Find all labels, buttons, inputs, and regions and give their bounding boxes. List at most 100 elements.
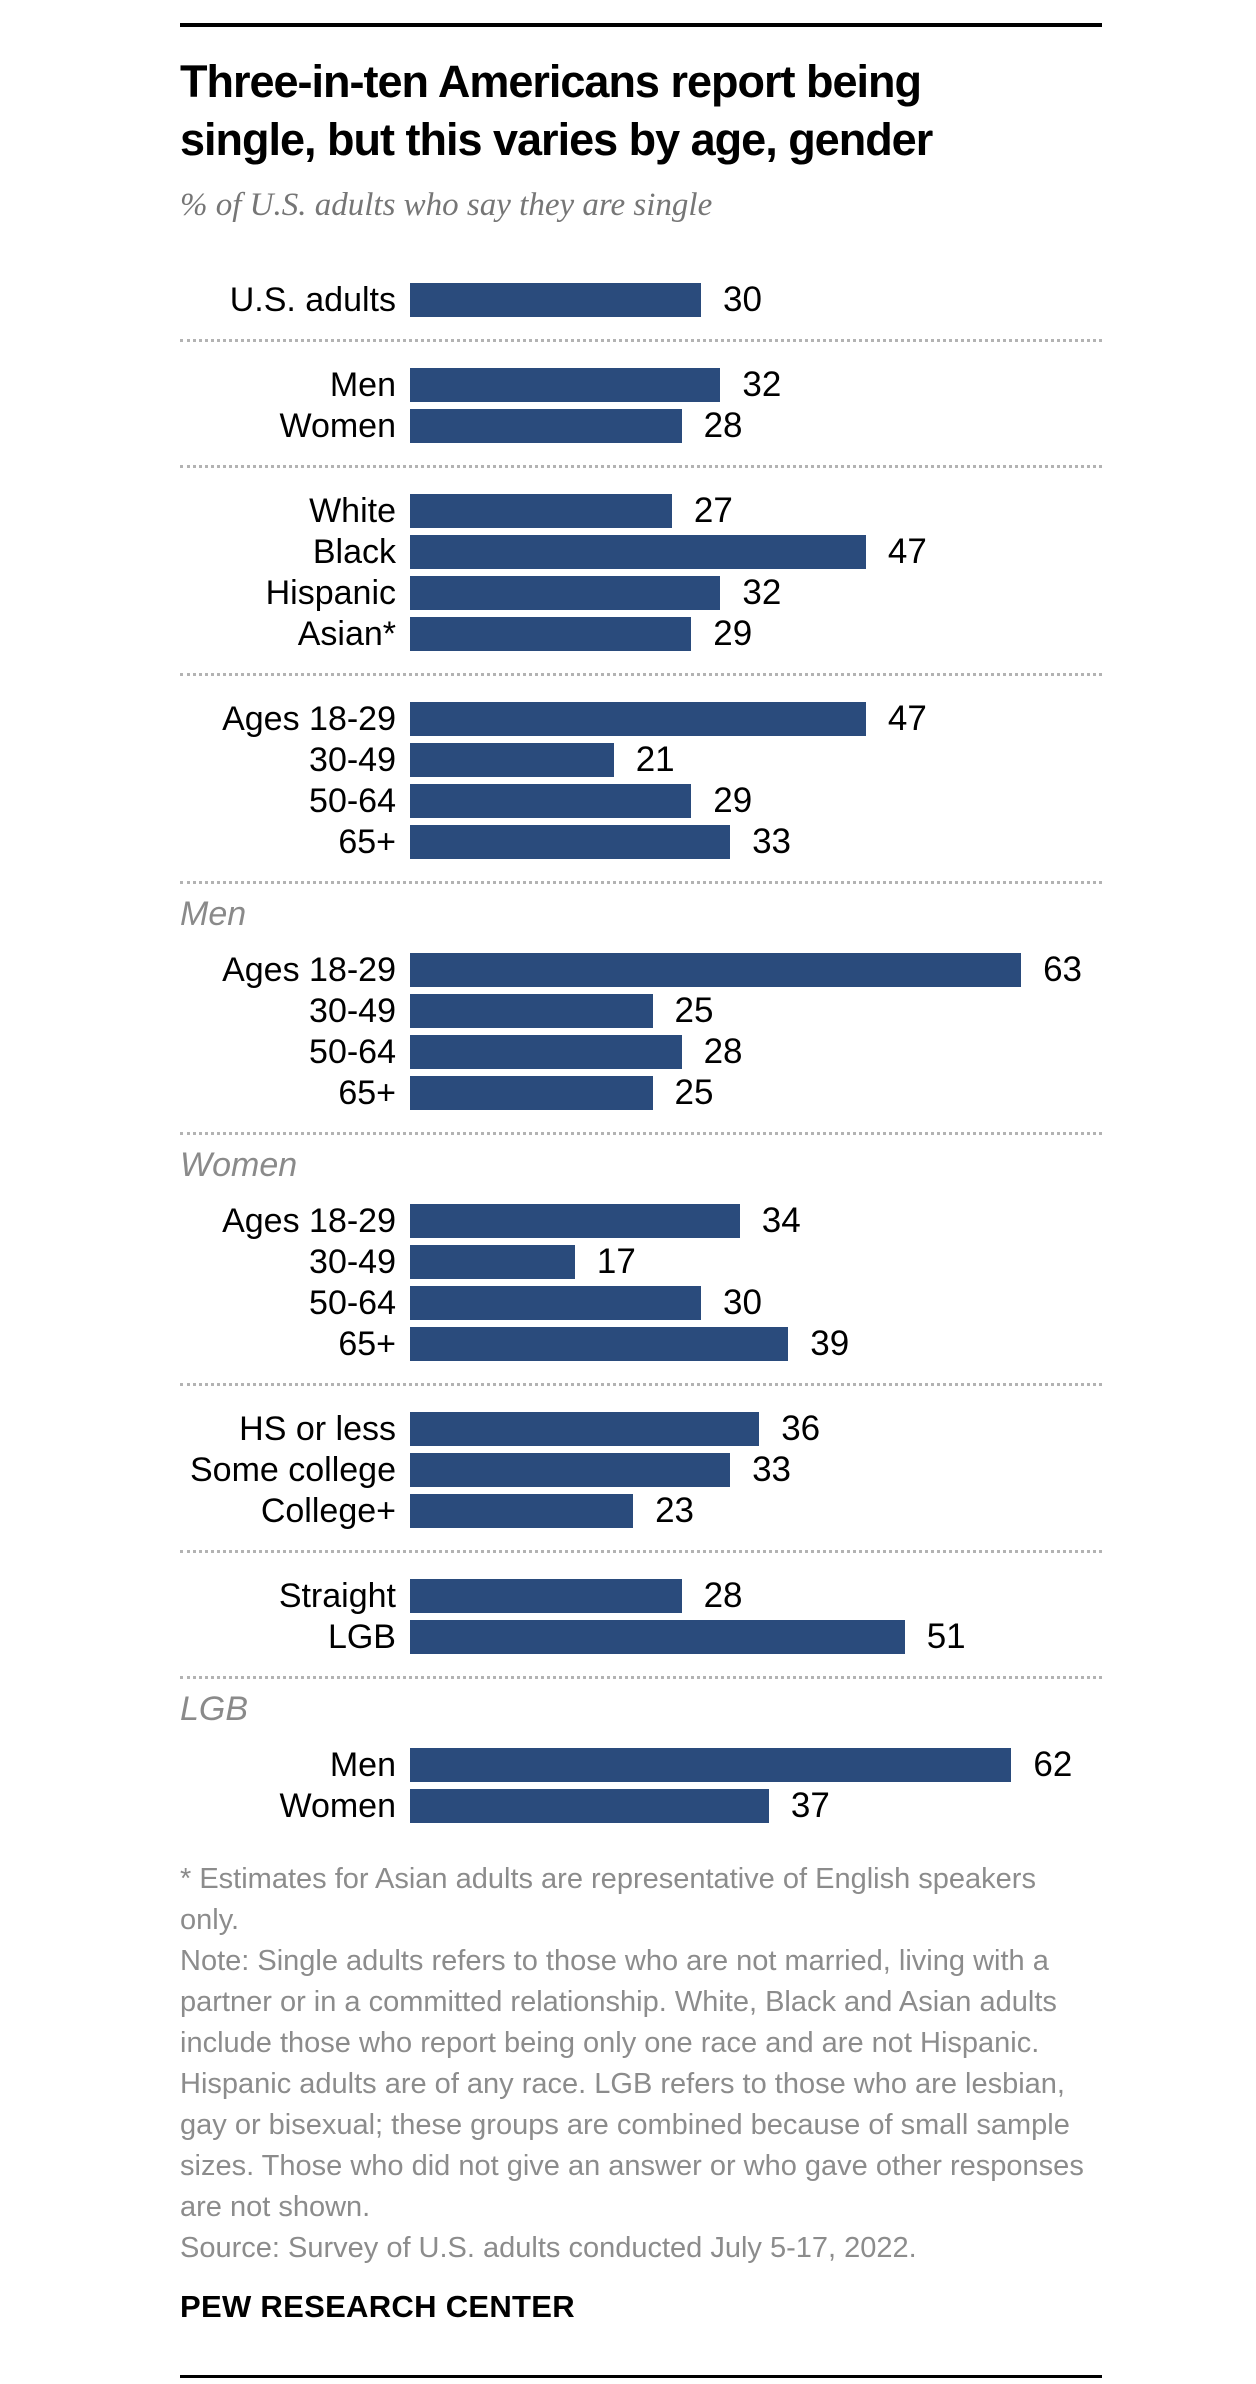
bar-row-label: LGB <box>327 1617 396 1656</box>
bar-value-label: 30 <box>723 280 762 319</box>
bar-row: Ages 18-29 63 <box>180 950 1102 989</box>
group-separator <box>180 1383 1102 1386</box>
bar-row: 65+ 25 <box>180 1073 1102 1112</box>
bar-row-label: 50-64 <box>309 1032 396 1071</box>
bar-value-label: 28 <box>703 1032 743 1071</box>
bar-value-label: 28 <box>703 1576 743 1615</box>
bar-row: 65+ 33 <box>180 822 1102 861</box>
bar-row-label: Women <box>279 406 396 445</box>
bar-row-label: Asian* <box>297 614 396 653</box>
chart-title-line-1: Three-in-ten Americans report being <box>180 56 922 107</box>
bar-row: Men 32 <box>180 365 1102 404</box>
bar-group: Ages 18-29 47 30-49 21 50-64 29 65+ 33 <box>180 699 1102 861</box>
bar-value-label: 39 <box>810 1324 850 1363</box>
bar <box>410 617 692 651</box>
bar-value-label: 34 <box>761 1201 801 1240</box>
group-header: Men <box>180 895 247 933</box>
bar-row-label: Ages 18-29 <box>222 1201 396 1240</box>
bar-value-label: 21 <box>635 740 675 779</box>
bar <box>410 1453 731 1487</box>
bar-value-label: 36 <box>781 1409 821 1448</box>
top-rule <box>180 23 1102 27</box>
bar-row-label: U.S. adults <box>229 280 396 319</box>
bar-row: HS or less 36 <box>180 1409 1102 1448</box>
bar-value-label: 32 <box>742 573 782 612</box>
bar-row-label: 30-49 <box>309 991 396 1030</box>
bar-group: White 27 Black 47 Hispanic 32 Asian* 29 <box>180 491 1102 653</box>
group-separator <box>180 339 1102 342</box>
bar-value-label: 25 <box>674 1073 714 1112</box>
group-separator <box>180 1550 1102 1553</box>
bar-row-label: Some college <box>189 1450 396 1489</box>
bar-row: Black 47 <box>180 532 1102 571</box>
bar-row: Ages 18-29 47 <box>180 699 1102 738</box>
bar <box>410 1035 682 1069</box>
bar <box>410 1412 760 1446</box>
bar <box>410 535 866 569</box>
bar-row: 65+ 39 <box>180 1324 1102 1363</box>
bar <box>410 1620 905 1654</box>
bar-row-label: Ages 18-29 <box>222 699 396 738</box>
bar-value-label: 51 <box>926 1617 966 1656</box>
bar-value-label: 37 <box>790 1786 830 1825</box>
bar-row: Ages 18-29 34 <box>180 1201 1102 1240</box>
bar-row-label: 65+ <box>338 1073 396 1112</box>
source-note: Source: Survey of U.S. adults conducted … <box>180 2232 917 2264</box>
chart-content: Three-in-ten Americans report being sing… <box>180 23 1102 2325</box>
bar-row: 30-49 17 <box>180 1242 1102 1281</box>
bar-row-label: Straight <box>278 1576 396 1615</box>
bar-row-label: 50-64 <box>309 1283 396 1322</box>
bar-value-label: 23 <box>655 1491 695 1530</box>
bar-row-label: HS or less <box>239 1409 396 1448</box>
bar-value-label: 47 <box>887 699 927 738</box>
bar-row-label: 50-64 <box>309 781 396 820</box>
group-header: Women <box>180 1146 298 1184</box>
bar <box>410 368 721 402</box>
bar-row: Asian* 29 <box>180 614 1102 653</box>
bar-value-label: 17 <box>596 1242 636 1281</box>
bar <box>410 1286 701 1320</box>
bar <box>410 994 653 1028</box>
group-separator <box>180 465 1102 468</box>
bar-value-label: 62 <box>1033 1745 1073 1784</box>
bar <box>410 1748 1012 1782</box>
pew-chart-card: Three-in-ten Americans report being sing… <box>0 23 1256 2384</box>
bar-value-label: 27 <box>693 491 733 530</box>
bar <box>410 784 692 818</box>
bar-row-label: 65+ <box>338 1324 396 1363</box>
chart-subtitle: % of U.S. adults who say they are single <box>180 187 713 223</box>
bar-chart: U.S. adults 30 Men 32 Women 28 White 27 Black 47 H… <box>180 280 1102 1825</box>
bar <box>410 825 731 859</box>
bar-row: 50-64 30 <box>180 1283 1102 1322</box>
bar-row-label: Women <box>279 1786 396 1825</box>
pew-research-center-wordmark: PEW RESEARCH CENTER <box>180 2289 575 2324</box>
bar <box>410 702 866 736</box>
bar-row: 50-64 29 <box>180 781 1102 820</box>
bar-value-label: 33 <box>752 822 792 861</box>
bar-value-label: 47 <box>887 532 927 571</box>
group-separator <box>180 881 1102 884</box>
bar <box>410 1076 653 1110</box>
bar-row-label: Men <box>329 1745 396 1784</box>
bar-value-label: 28 <box>703 406 743 445</box>
bar-row: U.S. adults 30 <box>180 280 1102 319</box>
bar <box>410 409 682 443</box>
bar-value-label: 33 <box>752 1450 792 1489</box>
bar <box>410 953 1022 987</box>
group-separator <box>180 1132 1102 1135</box>
bar-row: Women 37 <box>180 1786 1102 1825</box>
chart-title-line-2: single, but this varies by age, gender <box>180 114 933 165</box>
bar-value-label: 32 <box>742 365 782 404</box>
bar <box>410 743 614 777</box>
bar-group: Ages 18-29 34 30-49 17 50-64 30 65+ 39 <box>180 1201 1102 1363</box>
footnotes: * Estimates for Asian adults are represe… <box>180 1859 1102 2269</box>
bar-row: 30-49 25 <box>180 991 1102 1030</box>
bar-row: Some college 33 <box>180 1450 1102 1489</box>
bar-row: Women 28 <box>180 406 1102 445</box>
bar-group: HS or less 36 Some college 33 College+ 23 <box>180 1409 1102 1530</box>
bar <box>410 1579 682 1613</box>
bar-group: Men 32 Women 28 <box>180 365 1102 445</box>
bar-row-label: 65+ <box>338 822 396 861</box>
bar-row-label: 30-49 <box>309 740 396 779</box>
bar-value-label: 63 <box>1043 950 1083 989</box>
